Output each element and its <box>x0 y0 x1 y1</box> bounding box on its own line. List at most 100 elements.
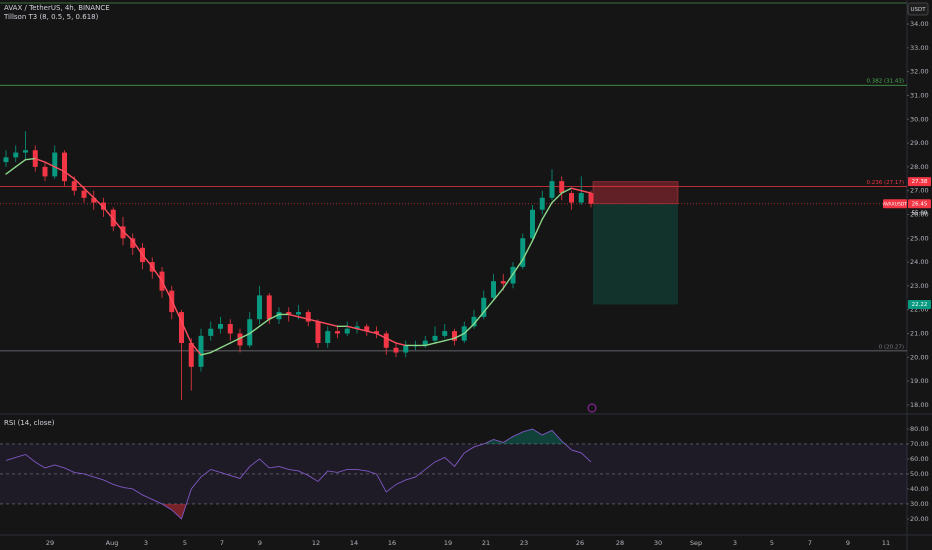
y-tick-label: 30.00 <box>910 115 929 123</box>
candle-body <box>257 295 262 320</box>
candle-body <box>374 331 379 334</box>
x-tick-label: 11 <box>882 539 890 547</box>
t3-segment <box>63 170 75 180</box>
t3-segment <box>580 189 592 194</box>
y-tick-label: 20.00 <box>910 353 929 361</box>
x-tick-label: 9 <box>846 539 850 547</box>
rsi-overbought-fill <box>6 428 591 444</box>
level-label: 0.382 (31.43) <box>866 79 904 85</box>
t3-segment <box>346 325 358 330</box>
t3-segment <box>453 332 465 339</box>
x-tick-label: 29 <box>46 539 54 547</box>
x-tick-label: Sep <box>690 539 702 547</box>
candle-body <box>305 312 311 322</box>
rsi-title: RSI (14, close) <box>4 419 55 427</box>
countdown: 55:00 <box>912 210 928 216</box>
target-zone <box>593 203 678 305</box>
candle-body <box>364 326 370 332</box>
t3-segment <box>219 342 231 349</box>
candle-body <box>62 152 67 182</box>
stop-label: 27.38 <box>912 179 928 185</box>
candle-body <box>42 166 48 177</box>
x-tick-label: 16 <box>388 539 396 547</box>
x-tick-label: 7 <box>220 539 224 547</box>
t3-segment <box>317 320 329 325</box>
x-tick-label: 3 <box>144 539 148 547</box>
y-tick-label: 33.00 <box>910 44 929 52</box>
stop-zone <box>592 181 679 205</box>
stop-label-box <box>908 177 931 187</box>
candle-body <box>403 345 409 353</box>
candle-body <box>354 326 360 329</box>
candle-body <box>120 226 126 239</box>
indicator-title: Tillson T3 (8, 0.5, 5, 0.618) <box>3 13 99 21</box>
t3-segment <box>258 318 270 328</box>
candle-body <box>559 181 565 194</box>
t3-segment <box>102 206 114 220</box>
t3-segment <box>463 323 475 335</box>
candle-body <box>266 295 272 320</box>
t3-segment <box>93 197 105 209</box>
symbol-box <box>883 199 907 209</box>
t3-segment <box>5 166 17 175</box>
t3-segment <box>522 239 534 261</box>
t3-segment <box>190 342 202 356</box>
y-tick-label: 26.00 <box>910 210 929 218</box>
candle-body <box>3 157 9 163</box>
last-price-label-box <box>908 199 931 209</box>
candle-body <box>247 319 253 346</box>
t3-segment <box>385 337 397 344</box>
t3-segment <box>151 266 163 282</box>
x-tick-label: 5 <box>770 539 774 547</box>
candle-body <box>296 312 301 315</box>
t3-segment <box>54 166 66 173</box>
t3-segment <box>541 201 553 220</box>
candle-body <box>578 193 584 203</box>
candle-body <box>276 312 282 320</box>
y-tick-label: 28.00 <box>910 163 929 171</box>
x-tick-label: Aug <box>106 539 119 547</box>
currency-button[interactable] <box>907 2 929 16</box>
candle-body <box>227 323 233 334</box>
t3-segment <box>44 161 56 168</box>
t3-segment <box>561 187 573 194</box>
t3-segment <box>424 342 436 347</box>
x-tick-label: 12 <box>312 539 320 547</box>
y-tick-label: 30.00 <box>910 500 929 508</box>
y-tick-label: 23.00 <box>910 282 929 290</box>
t3-segment <box>161 280 173 301</box>
x-tick-label: 5 <box>183 539 187 547</box>
event-icon[interactable] <box>587 403 597 413</box>
candle-body <box>91 197 97 203</box>
t3-segment <box>34 157 46 163</box>
x-tick-label: 28 <box>616 539 624 547</box>
currency-label[interactable]: USDT <box>910 7 926 13</box>
t3-segment <box>112 218 124 232</box>
candle-body <box>432 335 438 341</box>
t3-segment <box>366 330 378 335</box>
y-tick-label: 50.00 <box>910 470 929 478</box>
t3-segment <box>24 157 36 161</box>
t3-segment <box>512 259 524 275</box>
t3-segment <box>444 337 456 342</box>
y-tick-label: 80.00 <box>910 425 929 433</box>
candle-body <box>539 197 545 210</box>
y-tick-label: 25.00 <box>910 234 929 242</box>
x-tick-label: 26 <box>576 539 584 547</box>
x-tick-label: 9 <box>258 539 262 547</box>
target-label-box <box>908 299 931 309</box>
candle-body <box>101 202 106 210</box>
t3-segment <box>307 318 319 323</box>
t3-segment <box>141 254 153 268</box>
t3-segment <box>229 337 241 344</box>
t3-segment <box>473 311 485 325</box>
t3-segment <box>434 339 446 344</box>
candle-body <box>500 281 506 284</box>
t3-segment <box>249 325 261 335</box>
x-tick-label: 14 <box>350 539 358 547</box>
t3-segment <box>132 239 144 256</box>
candle-body <box>520 238 526 267</box>
y-tick-label: 20.00 <box>910 515 929 523</box>
